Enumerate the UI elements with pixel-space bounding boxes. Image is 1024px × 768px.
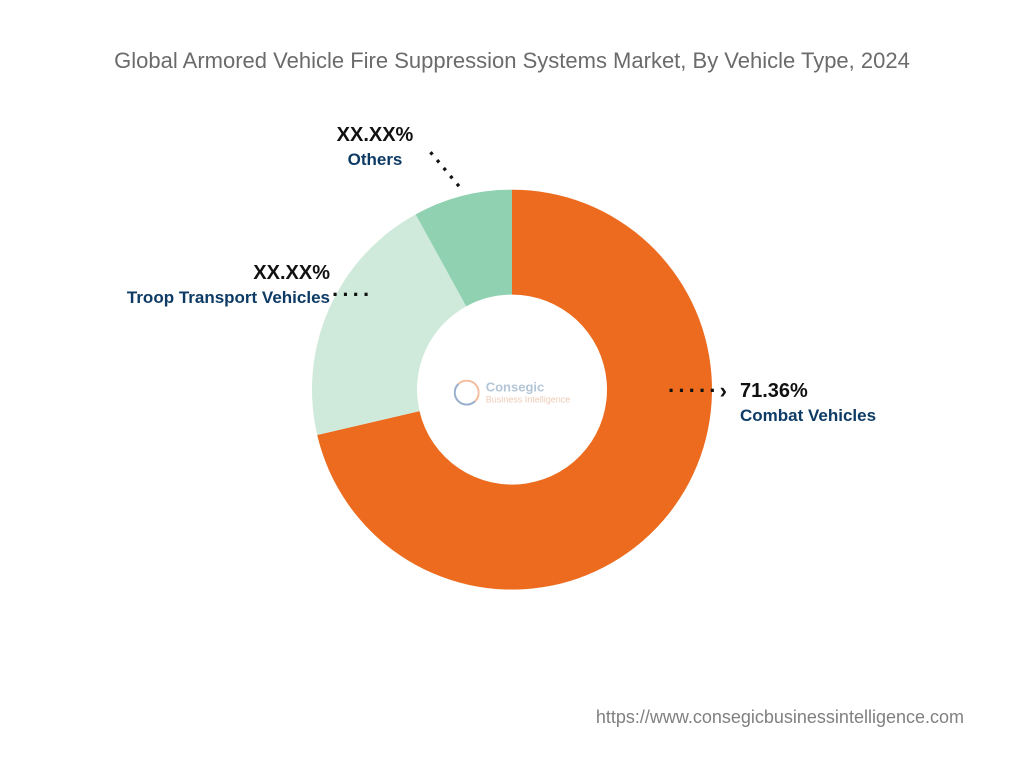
label-others-pct: XX.XX% [290, 122, 460, 149]
label-troop-cat: Troop Transport Vehicles [100, 287, 330, 310]
logo-mark-icon [454, 379, 480, 405]
label-combat-pct: 71.36% [740, 378, 876, 405]
leader-combat: ·····› [668, 378, 730, 404]
logo-line1: Consegic [486, 380, 571, 395]
footer-url: https://www.consegicbusinessintelligence… [596, 707, 964, 728]
donut-chart: Consegic Business Intelligence [312, 190, 712, 595]
label-troop-pct: XX.XX% [100, 260, 330, 287]
chart-title: Global Armored Vehicle Fire Suppression … [0, 48, 1024, 74]
center-logo: Consegic Business Intelligence [454, 379, 571, 405]
logo-line2: Business Intelligence [486, 395, 571, 405]
label-troop: XX.XX% Troop Transport Vehicles [100, 260, 330, 310]
label-combat: 71.36% Combat Vehicles [740, 378, 876, 428]
label-combat-cat: Combat Vehicles [740, 405, 876, 428]
leader-troop: ···· [332, 282, 373, 308]
